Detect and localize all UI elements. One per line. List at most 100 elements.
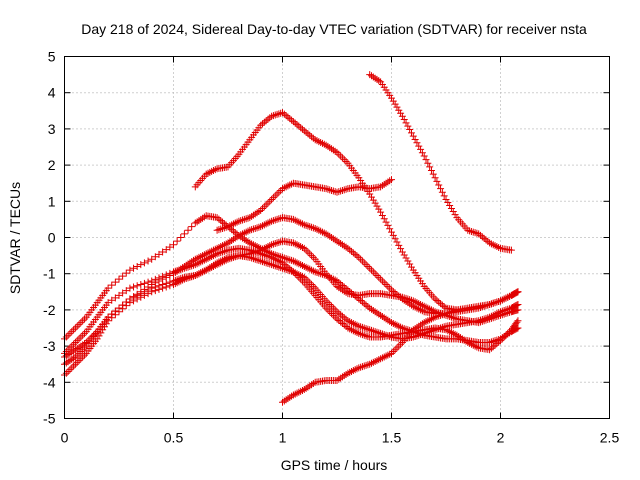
data-point <box>288 116 296 124</box>
data-point <box>217 217 225 225</box>
data-point <box>140 291 148 299</box>
data-point <box>502 331 510 339</box>
data-point <box>140 259 148 267</box>
data-point <box>255 208 263 216</box>
data-point <box>514 317 522 325</box>
data-point <box>438 188 446 196</box>
data-point <box>348 367 356 375</box>
data-point <box>309 253 317 261</box>
data-point <box>398 248 406 256</box>
data-point <box>373 357 381 365</box>
data-point <box>349 327 357 335</box>
data-point <box>315 269 323 277</box>
data-point <box>279 109 286 117</box>
data-point <box>322 141 330 149</box>
data-point <box>466 339 474 347</box>
x-tick-label: 1 <box>279 430 287 446</box>
data-point <box>493 243 501 251</box>
data-point <box>344 317 352 325</box>
data-point <box>246 226 254 234</box>
data-point <box>449 314 457 322</box>
data-point <box>318 139 326 147</box>
data-point <box>68 364 76 372</box>
data-point <box>189 261 197 269</box>
data-point <box>362 361 370 369</box>
data-point <box>257 223 265 231</box>
data-point <box>358 331 366 339</box>
data-point <box>506 292 514 300</box>
data-point <box>368 266 376 274</box>
data-point <box>368 72 376 80</box>
data-point <box>404 295 412 303</box>
data-point <box>255 249 263 257</box>
data-point <box>253 249 261 257</box>
data-point <box>273 110 281 118</box>
data-point <box>286 256 294 264</box>
data-point <box>349 367 357 375</box>
data-point <box>353 321 361 329</box>
data-point <box>140 279 148 287</box>
x-tick-label: 0 <box>61 430 69 446</box>
data-point <box>273 190 281 198</box>
data-point <box>68 328 76 336</box>
data-point <box>487 344 495 352</box>
y-tick-label: -5 <box>43 411 56 427</box>
data-point <box>407 263 415 271</box>
data-point <box>420 319 428 327</box>
data-point <box>400 294 408 302</box>
data-point <box>215 215 223 223</box>
data-point <box>420 302 428 310</box>
data-point <box>259 120 267 128</box>
data-point <box>255 223 263 231</box>
data-point <box>446 328 454 336</box>
data-point <box>487 240 495 248</box>
data-point <box>300 221 308 229</box>
data-point <box>371 308 379 316</box>
data-point <box>151 275 159 283</box>
data-point <box>328 310 336 318</box>
data-point <box>328 234 336 241</box>
data-point <box>460 336 468 344</box>
data-point <box>329 235 337 243</box>
data-point <box>266 114 274 122</box>
data-point <box>213 250 221 258</box>
data-point <box>151 287 159 295</box>
data-point <box>380 279 388 287</box>
data-point <box>213 226 221 234</box>
data-point <box>326 144 334 152</box>
data-point <box>104 284 112 292</box>
data-point <box>427 306 435 314</box>
data-point <box>355 322 363 330</box>
data-point <box>284 113 292 121</box>
data-point <box>335 284 343 292</box>
data-point <box>266 260 274 268</box>
data-point <box>191 272 199 280</box>
data-point <box>487 338 495 346</box>
data-point <box>235 217 243 225</box>
data-point <box>375 310 383 318</box>
data-point <box>406 260 414 268</box>
data-point <box>489 299 497 307</box>
data-point <box>297 387 305 395</box>
series-track-g <box>213 176 395 234</box>
data-point <box>413 323 421 331</box>
data-point <box>208 262 216 270</box>
data-point <box>251 224 259 232</box>
data-point <box>66 344 74 352</box>
data-point <box>435 298 443 306</box>
data-point <box>489 314 497 322</box>
data-point <box>122 269 130 277</box>
data-point <box>400 116 408 124</box>
data-point <box>284 395 292 403</box>
data-point <box>293 389 301 397</box>
data-point <box>475 319 483 327</box>
data-point <box>219 224 227 232</box>
data-point <box>358 298 366 306</box>
data-point <box>358 323 366 331</box>
data-point <box>366 264 374 272</box>
data-point <box>199 257 207 265</box>
data-point <box>79 353 87 361</box>
data-point <box>333 188 341 196</box>
data-point <box>473 229 481 237</box>
data-point <box>438 311 446 319</box>
